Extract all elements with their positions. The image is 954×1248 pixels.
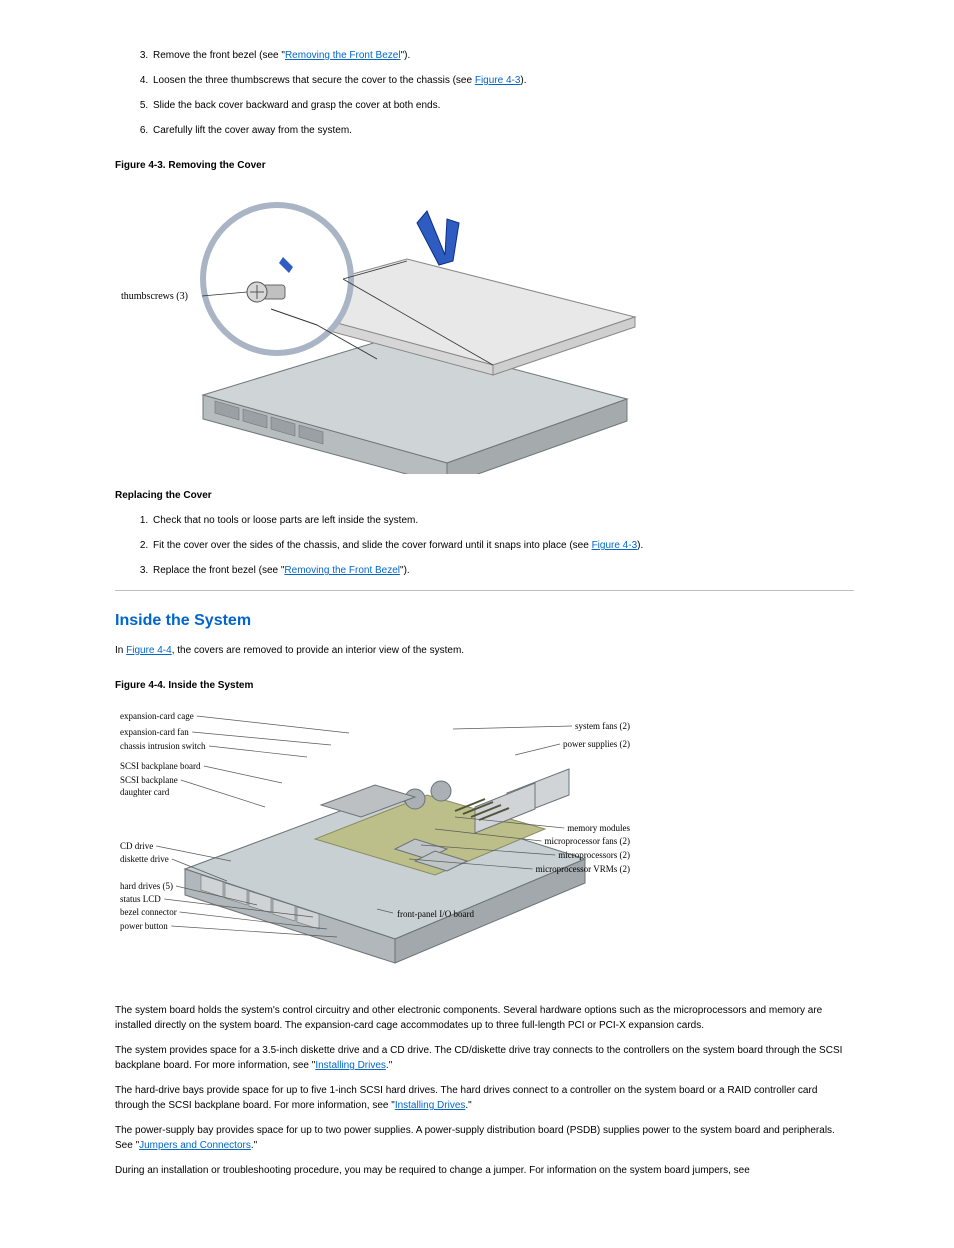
figure-4-4-caption: Figure 4-4. Inside the System: [115, 678, 854, 693]
para-drives-pre: The system provides space for a 3.5-inch…: [115, 1045, 842, 1071]
step-4: Loosen the three thumbscrews that secure…: [151, 73, 854, 88]
para-psu-post: .": [251, 1140, 257, 1151]
svg-text:front-panel I/O board: front-panel I/O board: [397, 909, 474, 919]
svg-text:chassis intrusion switch: chassis intrusion switch: [120, 741, 206, 751]
inside-intro: In Figure 4-4, the covers are removed to…: [115, 643, 854, 658]
step-6: Carefully lift the cover away from the s…: [151, 123, 854, 138]
svg-text:status LCD: status LCD: [120, 894, 161, 904]
svg-text:power button: power button: [120, 921, 168, 931]
svg-text:microprocessor VRMs (2): microprocessor VRMs (2): [536, 864, 630, 874]
inside-intro-pre: In: [115, 645, 126, 656]
link-installing-drives-a[interactable]: Installing Drives: [315, 1060, 386, 1071]
link-figure-4-3-a[interactable]: Figure 4-3: [475, 75, 521, 86]
rc-step-3: Replace the front bezel (see "Removing t…: [151, 563, 854, 578]
step-4-pre: Loosen the three thumbscrews that secure…: [153, 75, 475, 86]
link-installing-drives-b[interactable]: Installing Drives: [395, 1100, 466, 1111]
rc-step-2-post: ).: [637, 540, 643, 551]
svg-text:SCSI backplane board: SCSI backplane board: [120, 761, 201, 771]
link-removing-front-bezel-b[interactable]: Removing the Front Bezel: [284, 565, 400, 576]
section-divider: [115, 590, 854, 591]
para-install: During an installation or troubleshootin…: [115, 1163, 854, 1178]
para-drives: The system provides space for a 3.5-inch…: [115, 1043, 854, 1073]
svg-text:microprocessor fans (2): microprocessor fans (2): [545, 836, 630, 846]
inside-system-heading: Inside the System: [115, 609, 854, 633]
rc-step-1-text: Check that no tools or loose parts are l…: [153, 515, 418, 526]
rc-step-2: Fit the cover over the sides of the chas…: [151, 538, 854, 553]
cover-removal-steps: Remove the front bezel (see "Removing th…: [115, 48, 854, 138]
inside-intro-post: , the covers are removed to provide an i…: [172, 645, 464, 656]
figure-4-3: thumbscrews (3): [107, 179, 854, 474]
svg-text:microprocessors (2): microprocessors (2): [558, 850, 630, 860]
svg-text:expansion-card fan: expansion-card fan: [120, 727, 189, 737]
replace-cover-heading: Replacing the Cover: [115, 488, 854, 503]
figure-4-4: expansion-card cage expansion-card fan cha…: [115, 699, 854, 989]
step-6-text: Carefully lift the cover away from the s…: [153, 125, 352, 136]
svg-text:expansion-card cage: expansion-card cage: [120, 711, 194, 721]
rc-step-3-post: ").: [400, 565, 410, 576]
step-3: Remove the front bezel (see "Removing th…: [151, 48, 854, 63]
svg-text:memory modules: memory modules: [567, 823, 630, 833]
para-hdd-post: .": [465, 1100, 471, 1111]
step-4-post: ).: [520, 75, 526, 86]
svg-text:bezel connector: bezel connector: [120, 907, 177, 917]
svg-text:power supplies (2): power supplies (2): [563, 739, 630, 749]
svg-text:SCSI backplane: SCSI backplane: [120, 775, 178, 785]
para-board: The system board holds the system's cont…: [115, 1003, 854, 1033]
svg-text:diskette drive: diskette drive: [120, 854, 169, 864]
svg-text:daughter card: daughter card: [120, 787, 170, 797]
para-hdd: The hard-drive bays provide space for up…: [115, 1083, 854, 1113]
svg-text:CD drive: CD drive: [120, 841, 153, 851]
svg-text:thumbscrews (3): thumbscrews (3): [121, 291, 188, 302]
link-figure-4-3-b[interactable]: Figure 4-3: [592, 540, 638, 551]
svg-text:system fans (2): system fans (2): [575, 721, 630, 731]
para-psu: The power-supply bay provides space for …: [115, 1123, 854, 1153]
para-drives-post: .": [386, 1060, 392, 1071]
step-5-text: Slide the back cover backward and grasp …: [153, 100, 440, 111]
svg-text:hard drives (5): hard drives (5): [120, 881, 173, 891]
link-jumpers-connectors[interactable]: Jumpers and Connectors: [139, 1140, 251, 1151]
figure-4-4-svg: expansion-card cage expansion-card fan cha…: [115, 699, 635, 989]
step-3-pre: Remove the front bezel (see ": [153, 50, 285, 61]
link-figure-4-4[interactable]: Figure 4-4: [126, 645, 172, 656]
rc-step-3-pre: Replace the front bezel (see ": [153, 565, 284, 576]
rc-step-2-pre: Fit the cover over the sides of the chas…: [153, 540, 592, 551]
rc-step-1: Check that no tools or loose parts are l…: [151, 513, 854, 528]
replace-cover-steps: Check that no tools or loose parts are l…: [115, 513, 854, 578]
figure-4-3-caption: Figure 4-3. Removing the Cover: [115, 158, 854, 173]
figure-4-3-svg: thumbscrews (3): [107, 179, 647, 474]
link-removing-front-bezel[interactable]: Removing the Front Bezel: [285, 50, 401, 61]
step-5: Slide the back cover backward and grasp …: [151, 98, 854, 113]
step-3-post: ").: [401, 50, 411, 61]
